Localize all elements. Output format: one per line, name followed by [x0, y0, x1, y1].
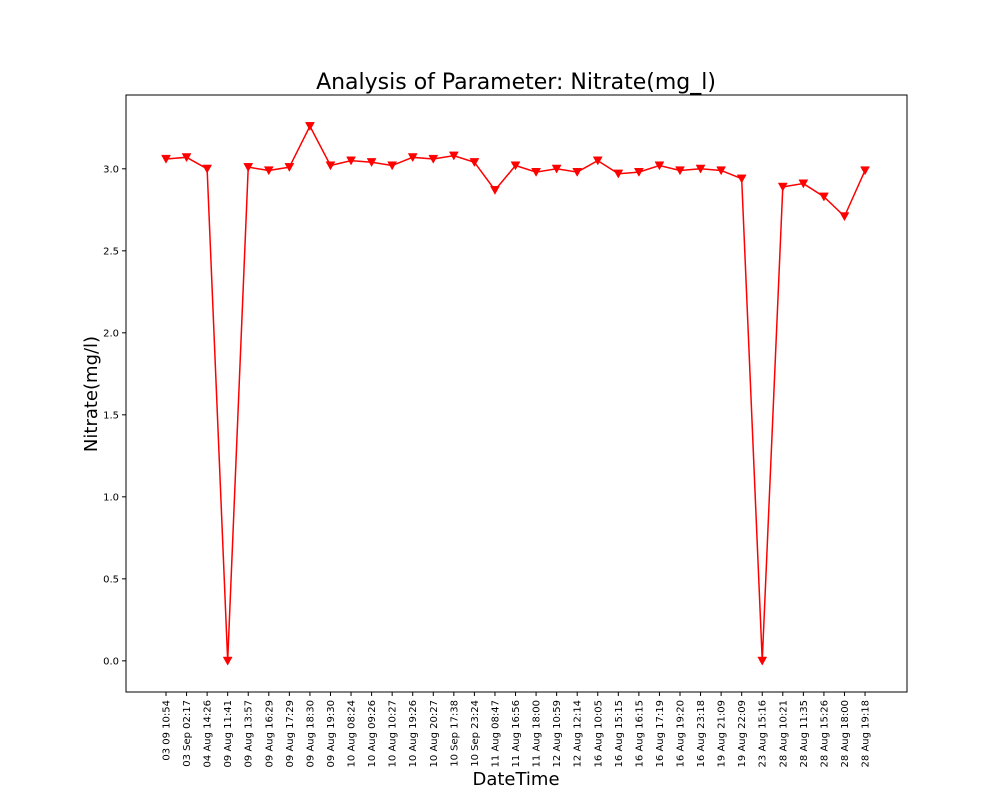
- data-point-marker: [469, 158, 480, 168]
- x-tick-label: 10 Aug 19:26: [408, 700, 419, 767]
- data-point-marker: [654, 161, 665, 171]
- x-tick-label: 28 Aug 11:35: [799, 700, 810, 767]
- x-tick-label: 09 Aug 16:29: [264, 700, 275, 767]
- data-point-marker: [202, 164, 213, 174]
- data-point-marker: [161, 154, 171, 164]
- x-tick-label: 16 Aug 10:05: [593, 700, 604, 767]
- data-point-marker: [428, 154, 439, 164]
- x-tick-label: 09 Aug 19:30: [326, 700, 337, 767]
- x-tick-label: 09 Aug 18:30: [305, 700, 316, 767]
- x-tick-label: 28 Aug 19:18: [861, 700, 872, 767]
- y-axis: 0.0 0.5 1.0 1.5 2.0 2.5 3.0: [103, 164, 126, 667]
- x-tick-label: 16 Aug 19:20: [676, 700, 687, 767]
- data-point-marker: [633, 168, 644, 177]
- x-tick-label: 09 Aug 17:29: [285, 700, 296, 767]
- x-tick-label: 10 Sep 23:24: [470, 700, 481, 767]
- x-tick-label: 10 Sep 17:38: [449, 700, 460, 767]
- x-tick-label: 16 Aug 15:15: [614, 700, 625, 767]
- chart-title: Analysis of Parameter: Nitrate(mg_l): [316, 70, 716, 95]
- y-tick-label: 3.0: [103, 164, 119, 175]
- data-point-marker: [613, 169, 624, 179]
- x-tick-label: 03 Sep 02:17: [182, 700, 193, 767]
- data-point-marker: [284, 163, 295, 172]
- data-point-marker: [366, 158, 377, 168]
- x-tick-label: 04 Aug 14:26: [203, 700, 214, 767]
- data-point-marker: [325, 161, 336, 171]
- y-tick-label: 1.0: [103, 492, 119, 503]
- data-point-marker: [222, 656, 233, 666]
- x-tick-label: 23 Aug 15:16: [758, 700, 769, 767]
- data-point-marker: [695, 164, 706, 174]
- series-line: [165, 124, 866, 661]
- y-tick-label: 2.5: [103, 246, 119, 257]
- series-layer: [161, 122, 870, 666]
- y-tick-label: 2.0: [103, 328, 119, 339]
- x-tick-label: 09 Aug 11:41: [223, 700, 234, 767]
- x-axis: 03 09 10:54 03 Sep 02:17 04 Aug 14:26 09 Au…: [162, 692, 872, 767]
- x-tick-label: 19 Aug 22:09: [737, 700, 748, 767]
- data-point-marker: [387, 161, 398, 171]
- data-point-marker: [263, 166, 274, 176]
- data-point-marker: [531, 168, 542, 177]
- data-point-marker: [839, 212, 850, 222]
- data-point-marker: [798, 179, 809, 189]
- data-point-marker: [181, 153, 192, 163]
- x-tick-label: 16 Aug 16:15: [634, 700, 645, 767]
- x-tick-label: 28 Aug 10:21: [778, 700, 789, 767]
- y-axis-label: Nitrate(mg/l): [81, 336, 102, 452]
- x-tick-label: 19 Aug 21:09: [717, 700, 728, 767]
- x-tick-label: 11 Aug 08:47: [490, 700, 501, 767]
- data-point-marker: [551, 164, 562, 174]
- data-point-marker: [818, 192, 829, 202]
- x-tick-label: 11 Aug 18:00: [532, 700, 543, 767]
- data-point-marker: [757, 656, 768, 666]
- x-tick-label: 12 Aug 10:59: [552, 700, 563, 767]
- data-point-marker: [675, 166, 685, 176]
- plot-area-frame: [125, 94, 908, 693]
- x-tick-label: 12 Aug 12:14: [573, 700, 584, 767]
- x-tick-label: 16 Aug 17:19: [655, 700, 666, 767]
- x-tick-label: 10 Aug 10:27: [388, 700, 399, 767]
- data-point-marker: [572, 168, 583, 177]
- data-point-marker: [592, 156, 603, 166]
- data-point-marker: [860, 166, 870, 176]
- data-point-marker: [510, 161, 521, 171]
- y-tick-label: 0.5: [103, 574, 119, 585]
- x-tick-label: 28 Aug 15:26: [819, 700, 830, 767]
- y-tick-label: 0.0: [103, 656, 119, 667]
- data-point-marker: [243, 163, 254, 172]
- data-point-marker: [777, 182, 788, 192]
- x-tick-label: 11 Aug 16:56: [511, 700, 522, 767]
- x-axis-label: DateTime: [472, 769, 559, 790]
- data-point-marker: [448, 151, 459, 161]
- data-point-marker: [304, 122, 315, 131]
- data-point-marker: [736, 174, 747, 184]
- x-tick-label: 10 Aug 20:27: [429, 700, 440, 767]
- data-point-marker: [346, 156, 356, 166]
- data-point-marker: [716, 166, 727, 176]
- x-tick-label: 10 Aug 09:26: [367, 700, 378, 767]
- x-tick-label: 09 Aug 13:57: [244, 700, 255, 767]
- x-tick-label: 10 Aug 08:24: [347, 700, 358, 767]
- x-tick-label: 16 Aug 23:18: [696, 700, 707, 767]
- data-point-marker: [407, 153, 418, 163]
- y-tick-label: 1.5: [103, 410, 119, 421]
- data-point-marker: [490, 186, 500, 195]
- x-tick-label: 03 09 10:54: [162, 700, 173, 761]
- x-tick-label: 28 Aug 18:00: [840, 700, 851, 767]
